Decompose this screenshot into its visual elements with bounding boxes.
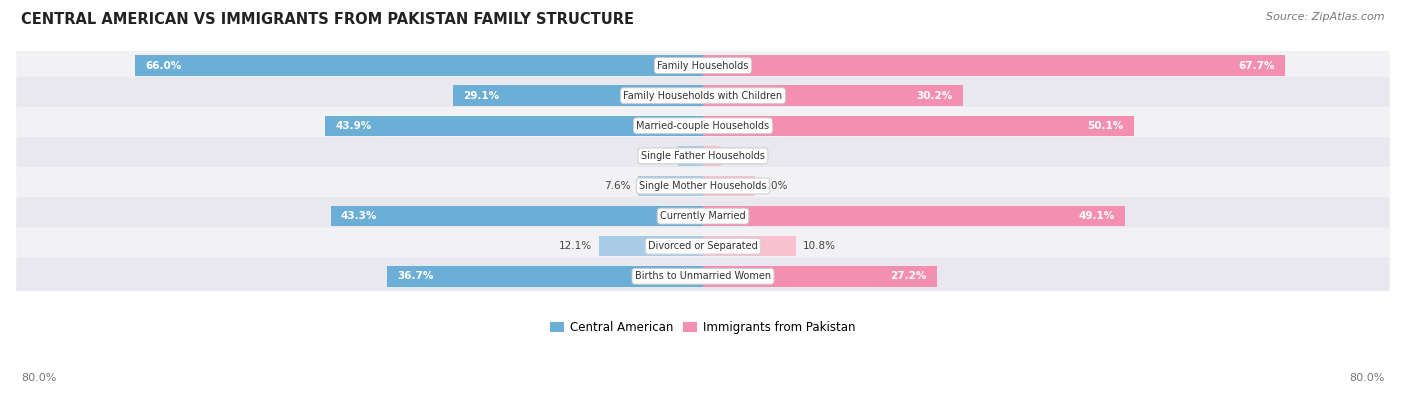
FancyBboxPatch shape bbox=[17, 137, 1389, 175]
FancyBboxPatch shape bbox=[17, 227, 1389, 265]
Text: 49.1%: 49.1% bbox=[1078, 211, 1115, 221]
Text: 2.9%: 2.9% bbox=[645, 151, 671, 161]
Text: 43.3%: 43.3% bbox=[340, 211, 377, 221]
Bar bbox=[703, 146, 721, 166]
FancyBboxPatch shape bbox=[17, 167, 1389, 205]
Text: 30.2%: 30.2% bbox=[917, 91, 952, 101]
Text: 7.6%: 7.6% bbox=[605, 181, 631, 191]
Bar bbox=[388, 266, 703, 286]
Text: 80.0%: 80.0% bbox=[1350, 373, 1385, 383]
Bar bbox=[135, 55, 703, 76]
Text: CENTRAL AMERICAN VS IMMIGRANTS FROM PAKISTAN FAMILY STRUCTURE: CENTRAL AMERICAN VS IMMIGRANTS FROM PAKI… bbox=[21, 12, 634, 27]
Text: 2.1%: 2.1% bbox=[728, 151, 755, 161]
Bar bbox=[703, 55, 1285, 76]
Bar bbox=[703, 116, 1133, 136]
Bar bbox=[703, 85, 963, 106]
Bar bbox=[703, 236, 796, 256]
Text: Births to Unmarried Women: Births to Unmarried Women bbox=[636, 271, 770, 281]
Text: 50.1%: 50.1% bbox=[1087, 121, 1123, 131]
Text: Family Households with Children: Family Households with Children bbox=[623, 91, 783, 101]
Text: 43.9%: 43.9% bbox=[336, 121, 373, 131]
Bar bbox=[703, 176, 755, 196]
Text: 6.0%: 6.0% bbox=[762, 181, 787, 191]
Bar bbox=[599, 236, 703, 256]
Text: Source: ZipAtlas.com: Source: ZipAtlas.com bbox=[1267, 12, 1385, 22]
Text: 10.8%: 10.8% bbox=[803, 241, 835, 251]
Text: Single Father Households: Single Father Households bbox=[641, 151, 765, 161]
FancyBboxPatch shape bbox=[17, 197, 1389, 235]
Text: Single Mother Households: Single Mother Households bbox=[640, 181, 766, 191]
FancyBboxPatch shape bbox=[17, 107, 1389, 145]
FancyBboxPatch shape bbox=[17, 47, 1389, 85]
FancyBboxPatch shape bbox=[17, 77, 1389, 115]
Bar bbox=[678, 146, 703, 166]
Bar bbox=[453, 85, 703, 106]
Text: Divorced or Separated: Divorced or Separated bbox=[648, 241, 758, 251]
Text: 66.0%: 66.0% bbox=[146, 60, 181, 71]
Text: Currently Married: Currently Married bbox=[661, 211, 745, 221]
Text: 80.0%: 80.0% bbox=[21, 373, 56, 383]
Bar bbox=[325, 116, 703, 136]
Text: Married-couple Households: Married-couple Households bbox=[637, 121, 769, 131]
Text: Family Households: Family Households bbox=[658, 60, 748, 71]
Text: 27.2%: 27.2% bbox=[890, 271, 927, 281]
Text: 36.7%: 36.7% bbox=[398, 271, 434, 281]
FancyBboxPatch shape bbox=[17, 257, 1389, 295]
Bar bbox=[638, 176, 703, 196]
Text: 29.1%: 29.1% bbox=[463, 91, 499, 101]
Text: 12.1%: 12.1% bbox=[560, 241, 592, 251]
Bar bbox=[703, 266, 936, 286]
Legend: Central American, Immigrants from Pakistan: Central American, Immigrants from Pakist… bbox=[546, 316, 860, 339]
Bar bbox=[703, 206, 1125, 226]
Text: 67.7%: 67.7% bbox=[1239, 60, 1275, 71]
Bar bbox=[330, 206, 703, 226]
